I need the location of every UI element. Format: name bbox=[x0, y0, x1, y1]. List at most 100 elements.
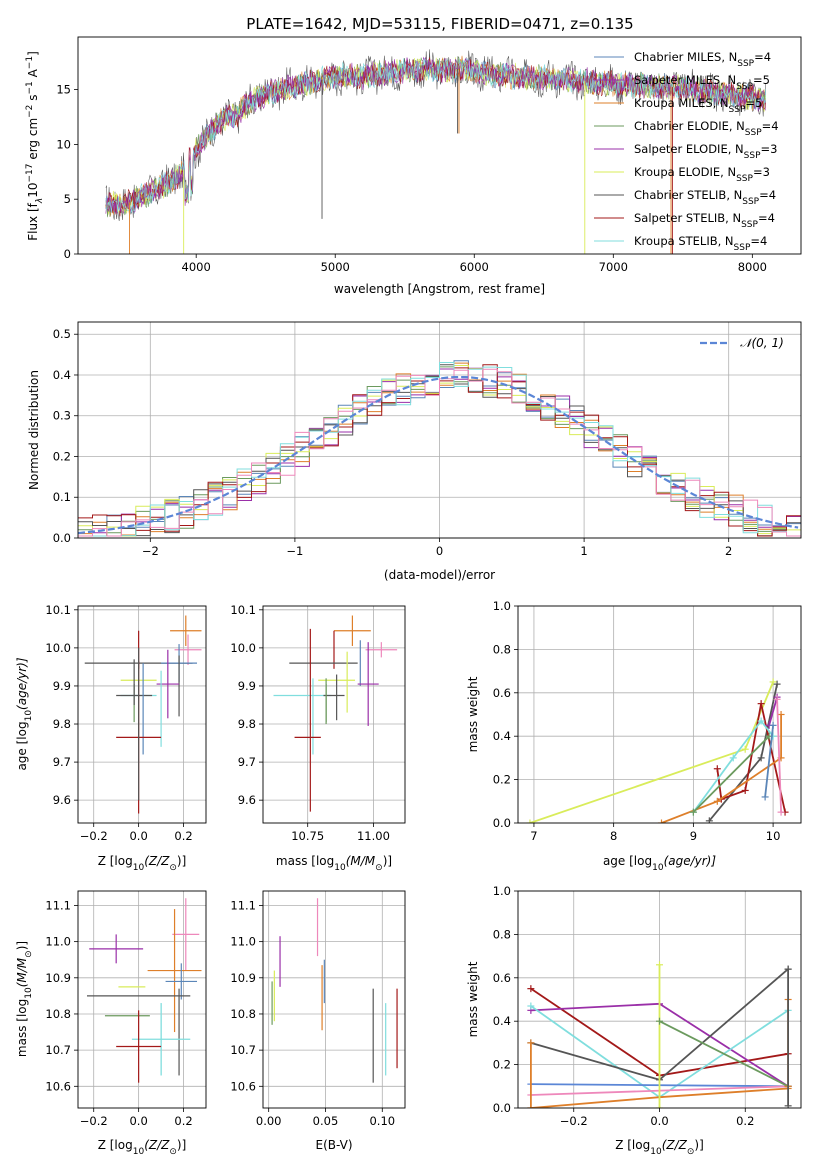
weight-series bbox=[764, 725, 774, 798]
x-axis-label: E(B-V) bbox=[315, 1138, 352, 1152]
y-tick-label: 9.8 bbox=[238, 717, 256, 731]
plot-area bbox=[84, 615, 202, 814]
label-part: Kroupa STELIB, N bbox=[634, 234, 734, 248]
x-tick-label: 8000 bbox=[738, 260, 767, 274]
label-part: 10 bbox=[24, 710, 34, 722]
label-part: =3 bbox=[753, 165, 770, 179]
weight-series bbox=[776, 699, 782, 813]
x-tick-label: 0.0 bbox=[129, 1114, 147, 1128]
x-tick-label: 0.10 bbox=[369, 1114, 395, 1128]
label-part: =4 bbox=[759, 188, 776, 202]
label-part: Chabrier MILES, N bbox=[634, 50, 737, 64]
label-part: SSP bbox=[734, 243, 751, 253]
label-part: age [log bbox=[15, 721, 29, 770]
label-part: ⊙ bbox=[169, 863, 177, 873]
label-part: SSP bbox=[736, 82, 753, 92]
x-axis-label: Z [log10(Z/Z⊙)] bbox=[98, 1138, 187, 1157]
x-axis-label: (data-model)/error bbox=[384, 568, 495, 582]
legend-entry: Kroupa ELODIE, NSSP=3 bbox=[634, 165, 770, 184]
x-tick-label: −0.2 bbox=[560, 1114, 588, 1128]
y-tick-label: 9.6 bbox=[53, 793, 71, 807]
label-part: Chabrier STELIB, N bbox=[634, 188, 742, 202]
label-part: =4 bbox=[758, 211, 775, 225]
y-axis-label: Flux [fλ10−17 erg cm−2 s−1 A−1] bbox=[25, 51, 45, 241]
spectrum-line bbox=[105, 58, 766, 213]
weight-series bbox=[661, 714, 782, 823]
x-tick-label: −0.2 bbox=[80, 829, 108, 843]
y-tick-label: 0.0 bbox=[493, 816, 511, 830]
y-tick-label: 0.3 bbox=[53, 409, 71, 423]
label-part: Salpeter ELODIE, N bbox=[634, 142, 744, 156]
y-tick-label: 0.2 bbox=[493, 773, 511, 787]
weight-series bbox=[692, 735, 770, 813]
x-tick-label: 0.2 bbox=[736, 1114, 754, 1128]
x-tick-label: 6000 bbox=[460, 260, 489, 274]
legend-entry: Kroupa STELIB, NSSP=4 bbox=[634, 234, 767, 253]
y-axis-label: Normed distribution bbox=[27, 370, 41, 490]
y-tick-label: 0.4 bbox=[53, 368, 71, 382]
label-part: SSP bbox=[737, 59, 754, 69]
legend-entry: Salpeter MILES, NSSP=5 bbox=[634, 73, 770, 92]
x-axis-label: mass [log10(M/M⊙)] bbox=[276, 854, 392, 873]
legend-entry: Salpeter ELODIE, NSSP=3 bbox=[634, 142, 777, 161]
label-part: Salpeter MILES, N bbox=[634, 73, 736, 87]
panel-age-vs-mass: 10.75 11.00 9.6 9.7 9.8 9.9 10.0 10.1 mass [log1… bbox=[230, 603, 406, 873]
y-tick-label: 9.9 bbox=[53, 679, 71, 693]
label-part: )] bbox=[177, 1138, 186, 1152]
label-part: =4 bbox=[754, 50, 771, 64]
label-part: )] bbox=[177, 854, 186, 868]
x-tick-label: −1 bbox=[286, 544, 303, 558]
label-part: age [log bbox=[603, 854, 652, 868]
y-tick-label: 10.0 bbox=[45, 641, 71, 655]
label-part: (Z/Z bbox=[662, 1138, 688, 1152]
y-tick-label: 0.6 bbox=[493, 971, 511, 985]
y-tick-label: 1.0 bbox=[493, 884, 511, 898]
y-tick-label: 1.0 bbox=[493, 599, 511, 613]
x-tick-label: 0.0 bbox=[650, 1114, 668, 1128]
legend-entry: Chabrier MILES, NSSP=4 bbox=[634, 50, 771, 69]
label-part: 10 bbox=[133, 1147, 145, 1157]
x-tick-label: 7 bbox=[530, 829, 537, 843]
y-tick-label: 10.7 bbox=[230, 1043, 256, 1057]
x-axis-label: wavelength [Angstrom, rest frame] bbox=[334, 282, 545, 296]
label-part: 10 bbox=[650, 1147, 662, 1157]
plot-area bbox=[526, 678, 789, 823]
x-tick-label: 9 bbox=[690, 829, 697, 843]
y-tick-label: 0.8 bbox=[493, 927, 511, 941]
histogram-series bbox=[78, 368, 801, 537]
label-part: Z [log bbox=[615, 1138, 650, 1152]
y-tick-label: 10.0 bbox=[230, 641, 256, 655]
x-tick-label: 8 bbox=[610, 829, 617, 843]
label-part: 10 bbox=[652, 863, 664, 873]
y-tick-label: 10.9 bbox=[45, 971, 71, 985]
plot-area bbox=[271, 898, 398, 1083]
legend: 𝒩(0, 1) bbox=[700, 336, 784, 350]
label-part: SSP bbox=[742, 197, 759, 207]
y-tick-label: 0.2 bbox=[53, 449, 71, 463]
label-part: )] bbox=[694, 1138, 703, 1152]
label-part: mass [log bbox=[15, 999, 29, 1057]
x-tick-label: 5000 bbox=[321, 260, 350, 274]
y-tick-label: 0.6 bbox=[493, 686, 511, 700]
label-part: Kroupa MILES, N bbox=[634, 96, 729, 110]
y-tick-label: 15 bbox=[56, 83, 71, 97]
label-part: )] bbox=[15, 941, 29, 950]
label-part: =4 bbox=[750, 234, 767, 248]
y-tick-label: 0.0 bbox=[493, 1101, 511, 1115]
y-axis-label: mass weight bbox=[466, 676, 480, 752]
y-tick-label: 0 bbox=[64, 247, 71, 261]
label-part: 10 bbox=[334, 863, 346, 873]
label-part: SSP bbox=[741, 220, 758, 230]
label-part: (age/yr)] bbox=[15, 657, 29, 710]
axes-frame bbox=[77, 605, 207, 824]
legend-entry: Chabrier STELIB, NSSP=4 bbox=[634, 188, 776, 207]
y-tick-label: 11.0 bbox=[45, 935, 71, 949]
axes-frame bbox=[77, 321, 802, 539]
label-part: Z [log bbox=[98, 1138, 133, 1152]
label-part: (Z/Z bbox=[144, 854, 170, 868]
label-part: Salpeter STELIB, N bbox=[634, 211, 741, 225]
legend-entry: Chabrier ELODIE, NSSP=4 bbox=[634, 119, 779, 138]
x-tick-label: 10 bbox=[766, 829, 781, 843]
x-tick-label: 0 bbox=[436, 544, 443, 558]
